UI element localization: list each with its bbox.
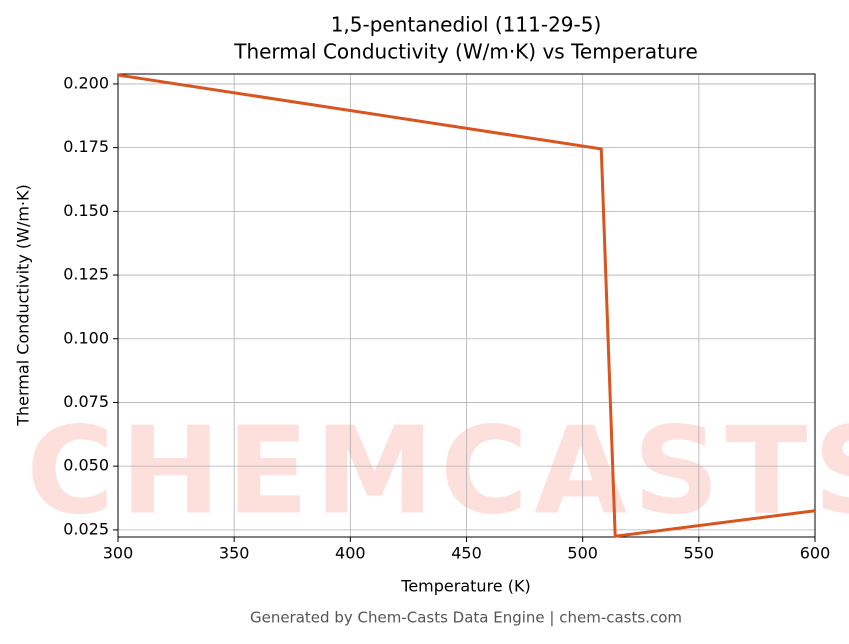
x-tick-label: 450 [451, 544, 482, 563]
x-tick-label: 600 [800, 544, 831, 563]
x-tick-label: 350 [219, 544, 250, 563]
x-tick-label: 300 [103, 544, 134, 563]
y-tick-label: 0.125 [63, 265, 109, 284]
chart-title: 1,5-pentanediol (111-29-5) [331, 13, 602, 37]
plot-frame [117, 73, 816, 538]
x-tick-label: 550 [684, 544, 715, 563]
y-tick-label: 0.150 [63, 201, 109, 220]
y-axis-label: Thermal Conductivity (W/m·K) [14, 184, 33, 427]
y-tick-label: 0.175 [63, 137, 109, 156]
x-tick-label: 400 [335, 544, 366, 563]
watermark: CHEMCASTS [26, 403, 849, 542]
y-tick-label: 0.050 [63, 456, 109, 475]
chart-subtitle: Thermal Conductivity (W/m·K) vs Temperat… [233, 40, 698, 64]
y-tick-label: 0.075 [63, 392, 109, 411]
y-tick-label: 0.100 [63, 328, 109, 347]
y-tick-label: 0.200 [63, 73, 109, 92]
x-axis-label: Temperature (K) [400, 577, 530, 596]
data-line [117, 73, 816, 538]
x-tick-label: 500 [567, 544, 598, 563]
footer: Generated by Chem-Casts Data Engine | ch… [250, 609, 682, 627]
y-tick-label: 0.025 [63, 519, 109, 538]
